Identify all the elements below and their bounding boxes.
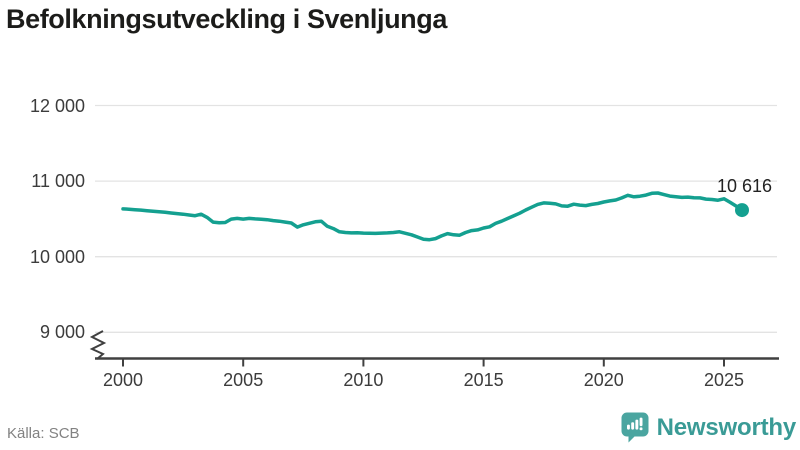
x-axis-label: 2025	[703, 370, 745, 390]
y-axis-label: 9 000	[39, 322, 85, 343]
x-axis-label: 2000	[102, 370, 144, 390]
source-text: Källa: SCB	[7, 425, 80, 442]
y-axis-label: 10 000	[29, 246, 85, 267]
y-axis-label: 11 000	[31, 171, 85, 192]
y-axis-break-icon	[89, 330, 107, 360]
x-axis-label: 2015	[463, 370, 504, 390]
end-point-marker	[735, 203, 749, 218]
x-axis-label: 2020	[583, 370, 624, 390]
y-axis-label: 12 000	[29, 95, 85, 116]
chart-title: Befolkningsutveckling i Svenljunga	[6, 4, 447, 34]
end-value-label: 10 616	[716, 176, 772, 196]
logo-bar-chart-glyph	[626, 417, 643, 431]
x-axis-label: 2005	[223, 370, 264, 390]
newsworthy-logo: Newsworthy	[621, 412, 796, 443]
newsworthy-logo-icon	[621, 412, 649, 443]
population-line	[121, 191, 744, 242]
x-axis-label: 2010	[343, 370, 384, 390]
newsworthy-logo-text: Newsworthy	[656, 413, 797, 441]
